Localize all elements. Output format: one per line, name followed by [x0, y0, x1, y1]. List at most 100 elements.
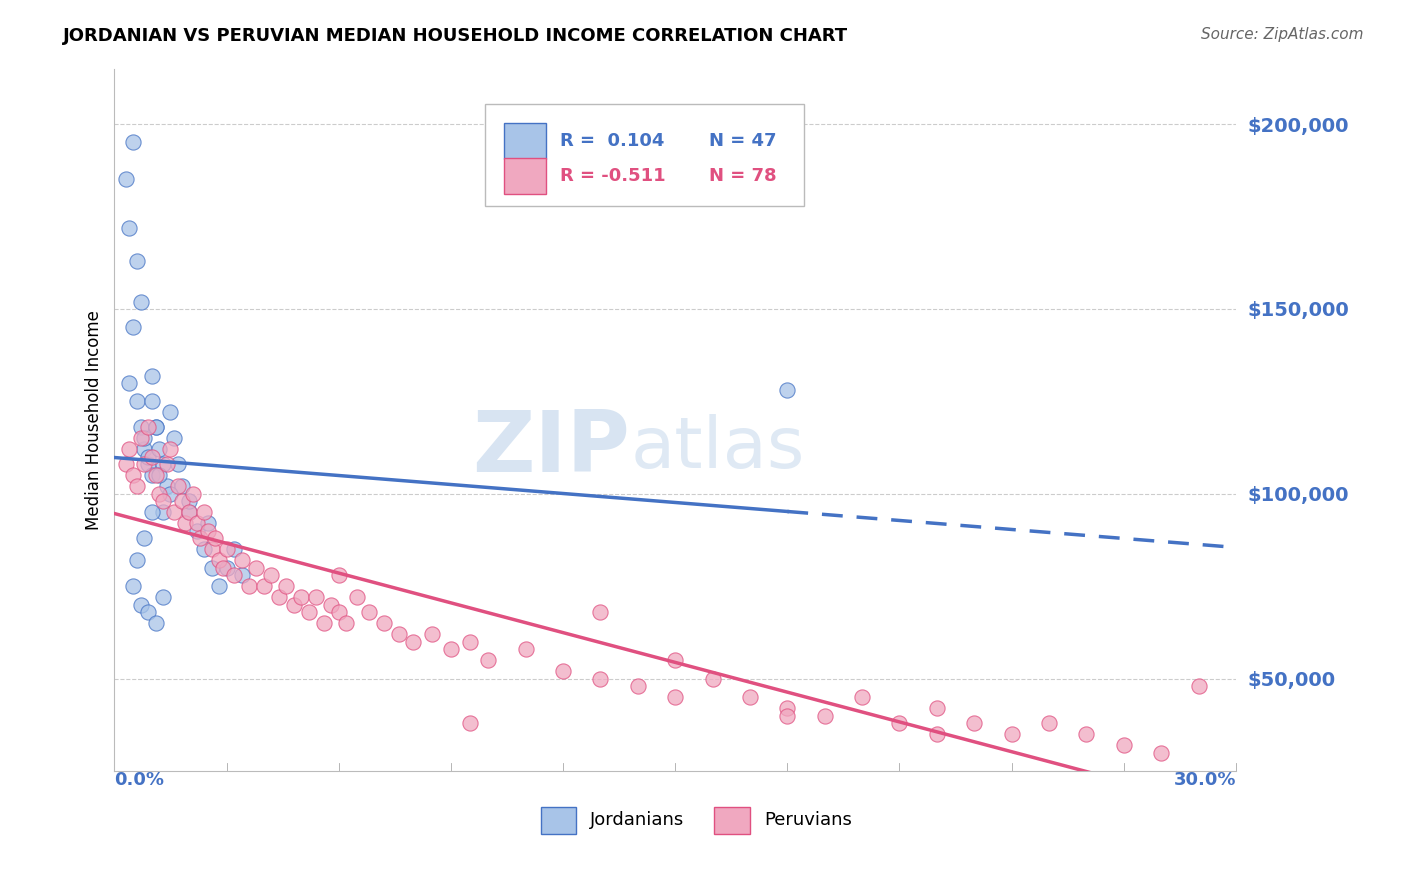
Point — [260, 568, 283, 582]
FancyBboxPatch shape — [540, 807, 576, 834]
Point — [134, 442, 156, 457]
Point — [298, 605, 321, 619]
Point — [321, 598, 343, 612]
Point — [136, 605, 159, 619]
Point — [129, 420, 152, 434]
Point — [118, 220, 141, 235]
Text: N = 78: N = 78 — [709, 167, 776, 185]
Point — [197, 524, 219, 538]
Point — [1112, 739, 1135, 753]
Point — [145, 420, 167, 434]
Point — [925, 727, 948, 741]
Point — [136, 450, 159, 464]
Y-axis label: Median Household Income: Median Household Income — [86, 310, 103, 530]
Text: R =  0.104: R = 0.104 — [560, 132, 664, 150]
Text: 0.0%: 0.0% — [114, 772, 165, 789]
Point — [1150, 746, 1173, 760]
Point — [141, 505, 163, 519]
Point — [208, 579, 231, 593]
Text: JORDANIAN VS PERUVIAN MEDIAN HOUSEHOLD INCOME CORRELATION CHART: JORDANIAN VS PERUVIAN MEDIAN HOUSEHOLD I… — [63, 27, 848, 45]
Point — [197, 516, 219, 531]
Point — [159, 487, 181, 501]
Point — [231, 553, 253, 567]
Point — [152, 505, 174, 519]
Point — [136, 420, 159, 434]
Point — [122, 136, 145, 150]
Point — [122, 468, 145, 483]
Point — [1038, 716, 1060, 731]
Point — [551, 665, 574, 679]
Point — [159, 405, 181, 419]
Point — [141, 368, 163, 383]
Point — [373, 616, 395, 631]
Point — [167, 479, 190, 493]
Point — [1001, 727, 1024, 741]
Point — [776, 701, 799, 715]
Point — [181, 487, 204, 501]
Point — [664, 653, 686, 667]
Text: Jordanians: Jordanians — [591, 812, 685, 830]
Point — [179, 494, 201, 508]
Point — [420, 627, 443, 641]
Point — [118, 442, 141, 457]
Point — [148, 487, 170, 501]
Point — [148, 442, 170, 457]
Point — [141, 468, 163, 483]
Point — [276, 579, 298, 593]
Point — [170, 479, 193, 493]
Point — [346, 591, 368, 605]
Point — [925, 701, 948, 715]
Point — [963, 716, 986, 731]
Point — [148, 468, 170, 483]
FancyBboxPatch shape — [503, 158, 546, 194]
Point — [267, 591, 290, 605]
Point — [193, 542, 215, 557]
Text: ZIP: ZIP — [472, 407, 630, 490]
Point — [814, 708, 837, 723]
Point — [627, 679, 650, 693]
Point — [174, 516, 197, 531]
Text: R = -0.511: R = -0.511 — [560, 167, 665, 185]
Point — [125, 553, 148, 567]
Point — [156, 457, 179, 471]
FancyBboxPatch shape — [485, 103, 804, 205]
Point — [122, 320, 145, 334]
Point — [231, 568, 253, 582]
Point — [201, 561, 224, 575]
Point — [357, 605, 380, 619]
Point — [136, 457, 159, 471]
Point — [458, 716, 481, 731]
Point — [222, 542, 245, 557]
Point — [122, 579, 145, 593]
Point — [190, 531, 212, 545]
Point — [305, 591, 328, 605]
Point — [738, 690, 761, 705]
Point — [589, 672, 612, 686]
Point — [152, 457, 174, 471]
Point — [222, 568, 245, 582]
FancyBboxPatch shape — [503, 122, 546, 159]
Point — [170, 494, 193, 508]
Point — [283, 598, 305, 612]
Point — [134, 431, 156, 445]
Point — [387, 627, 409, 641]
Point — [245, 561, 267, 575]
Point — [134, 457, 156, 471]
Point — [776, 708, 799, 723]
Point — [167, 457, 190, 471]
Point — [458, 635, 481, 649]
Point — [253, 579, 276, 593]
Point — [129, 294, 152, 309]
Point — [335, 616, 357, 631]
Point — [312, 616, 335, 631]
Point — [186, 516, 208, 531]
Point — [1076, 727, 1098, 741]
Point — [125, 394, 148, 409]
Text: N = 47: N = 47 — [709, 132, 776, 150]
Point — [152, 494, 174, 508]
Point — [141, 394, 163, 409]
Point — [179, 505, 201, 519]
Point — [664, 690, 686, 705]
Point — [114, 457, 136, 471]
Point — [118, 376, 141, 390]
